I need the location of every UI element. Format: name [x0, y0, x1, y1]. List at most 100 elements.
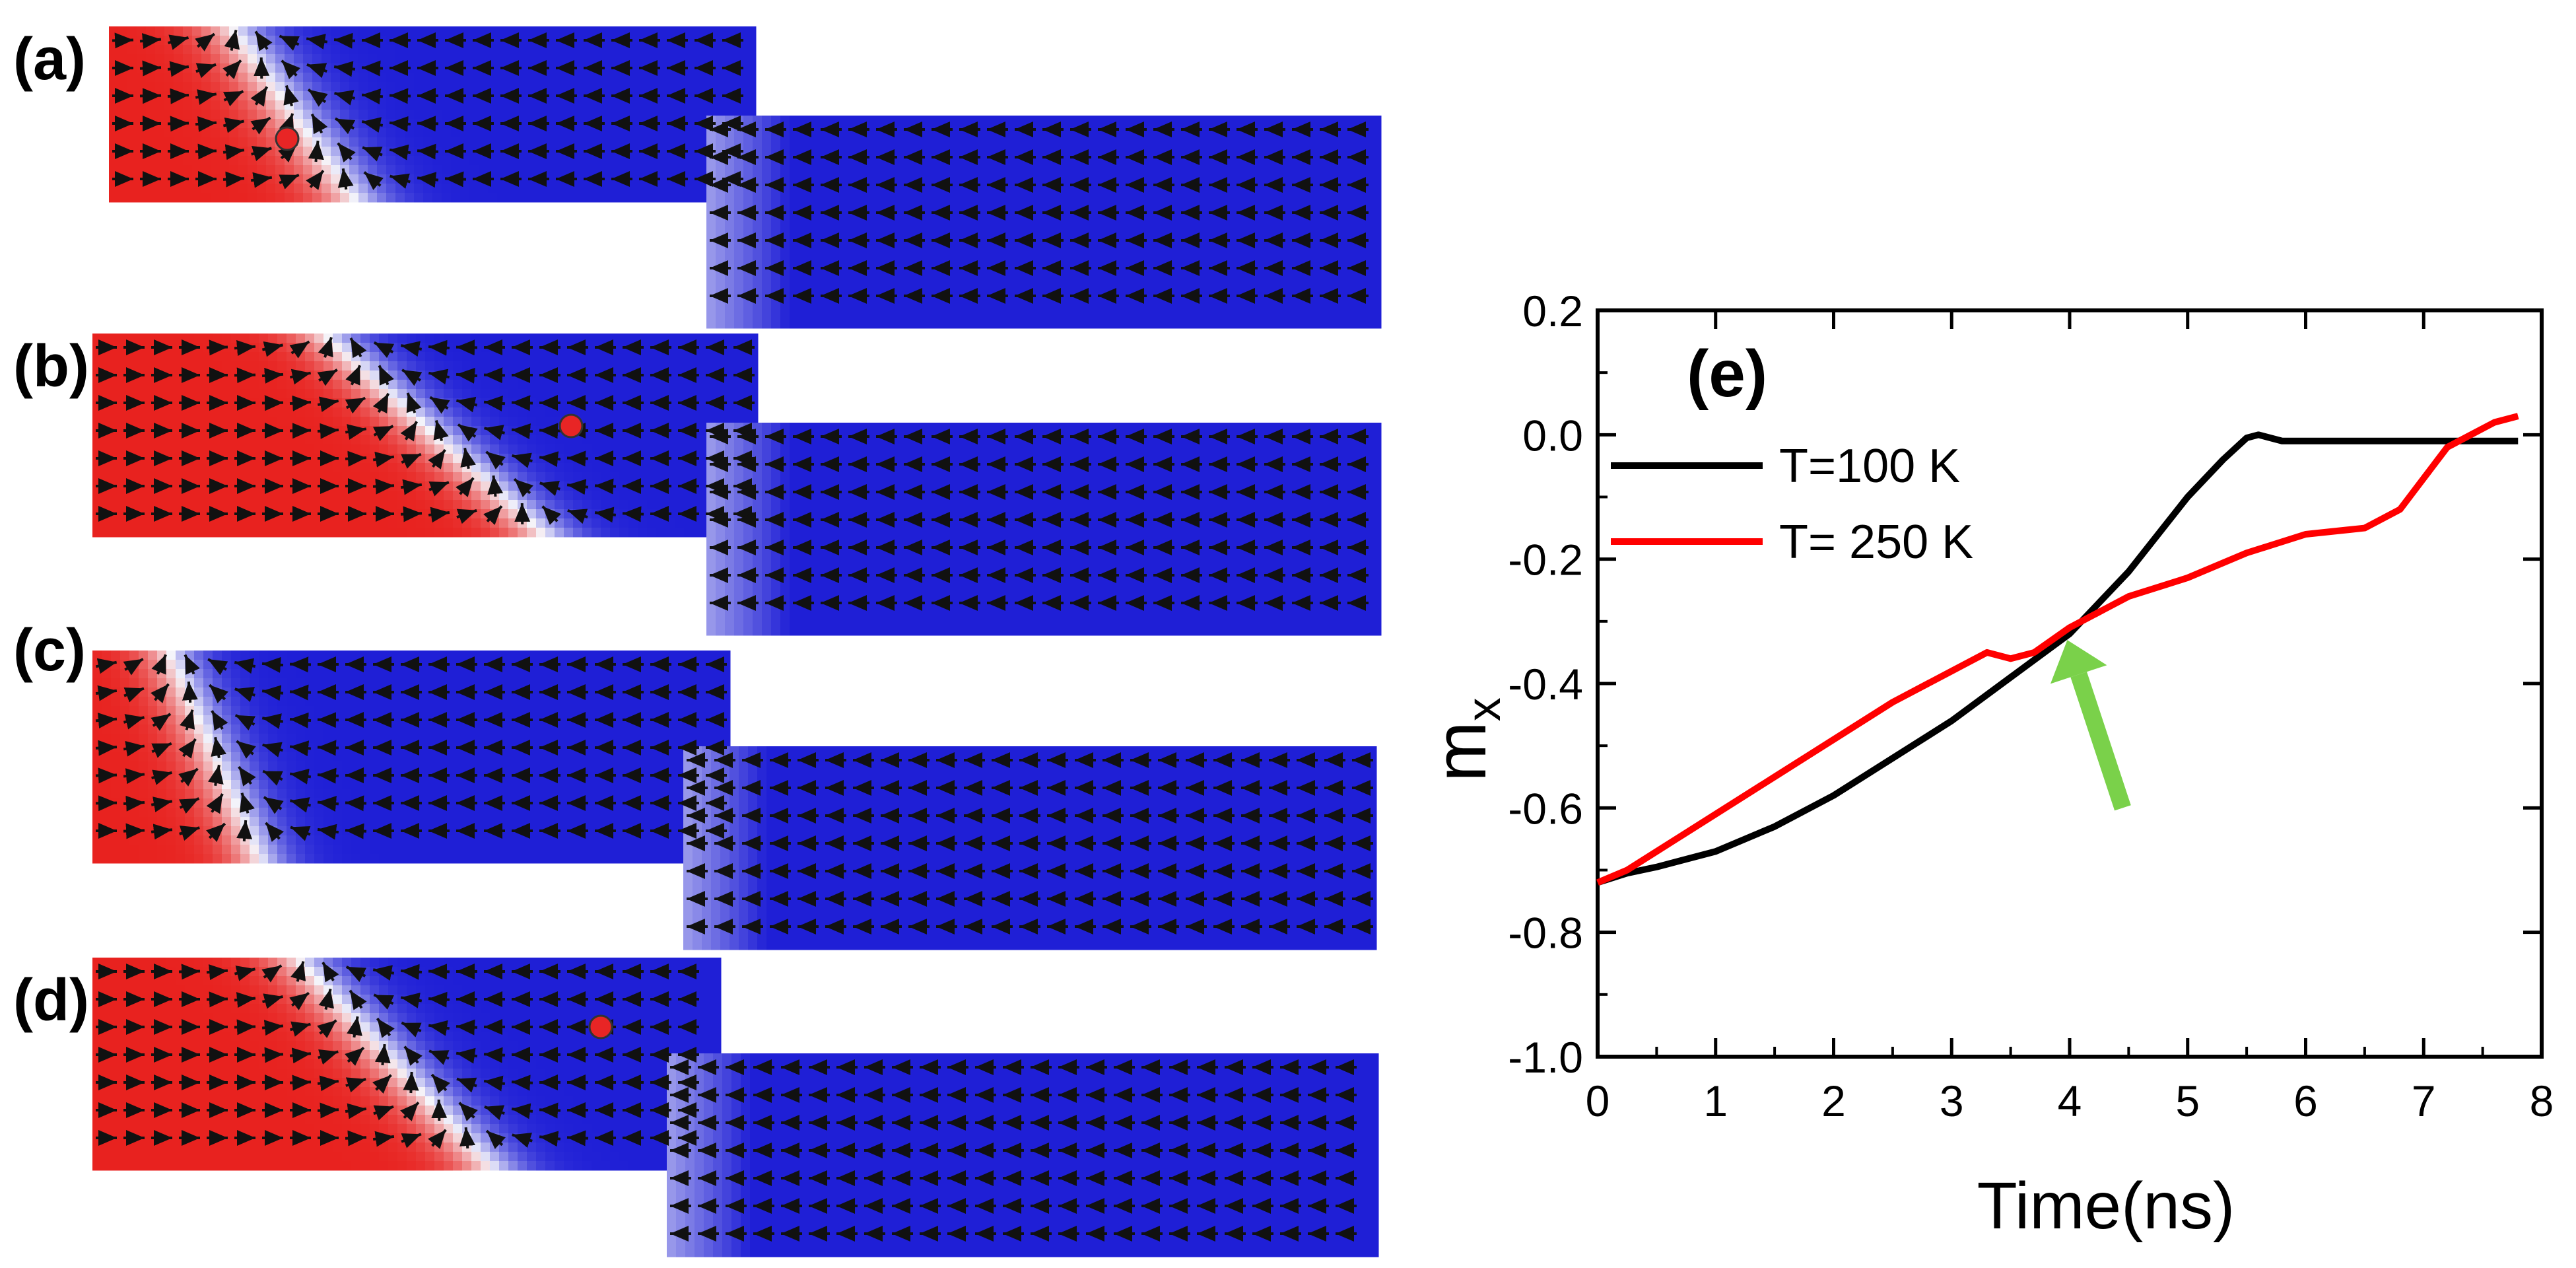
- map-cell: [1187, 273, 1197, 283]
- map-cell: [706, 254, 716, 264]
- map-cell: [388, 380, 398, 390]
- map-cell: [743, 310, 753, 320]
- map-cell: [730, 407, 740, 417]
- map-cell: [545, 361, 555, 371]
- map-cell: [1326, 190, 1336, 199]
- map-cell: [481, 417, 491, 427]
- map-cell: [416, 334, 426, 343]
- map-cell: [1021, 423, 1031, 433]
- map-cell: [1021, 199, 1031, 209]
- map-cell: [617, 156, 627, 166]
- map-cell: [747, 54, 757, 64]
- map-cell: [1344, 190, 1354, 199]
- map-cell: [460, 26, 470, 36]
- map-cell: [827, 116, 836, 125]
- map-cell: [1372, 236, 1382, 246]
- map-cell: [919, 423, 929, 433]
- map-cell: [599, 110, 609, 120]
- map-cell: [571, 184, 581, 194]
- map-cell: [518, 472, 527, 482]
- map-cell: [608, 73, 618, 83]
- map-cell: [146, 82, 156, 92]
- map-cell: [397, 398, 407, 408]
- map-cell: [434, 472, 444, 482]
- map-cell: [137, 128, 147, 138]
- map-cell: [854, 300, 864, 310]
- map-cell: [479, 82, 489, 92]
- map-cell: [1335, 300, 1345, 310]
- map-cell: [488, 165, 498, 175]
- map-cell: [111, 352, 121, 362]
- map-cell: [499, 361, 509, 371]
- map-cell: [827, 217, 836, 227]
- map-cell: [553, 82, 562, 92]
- map-cell: [706, 300, 716, 310]
- map-cell: [1132, 423, 1141, 433]
- map-cell: [545, 463, 555, 473]
- map-cell: [675, 389, 685, 399]
- map-cell: [469, 54, 479, 64]
- map-cell: [185, 435, 195, 445]
- map-cell: [1316, 116, 1326, 125]
- map-cell: [592, 334, 601, 343]
- map-cell: [471, 444, 481, 454]
- map-cell: [527, 472, 537, 482]
- map-cell: [312, 82, 322, 92]
- map-cell: [817, 254, 827, 264]
- map-cell: [663, 184, 673, 194]
- map-cell: [1279, 134, 1289, 144]
- map-cell: [1002, 134, 1012, 144]
- map-cell: [656, 435, 666, 445]
- map-cell: [947, 199, 957, 209]
- map-cell: [1233, 116, 1243, 125]
- map-cell: [882, 162, 892, 172]
- map-cell: [937, 254, 947, 264]
- map-cell: [739, 352, 749, 362]
- map-cell: [490, 444, 500, 454]
- map-cell: [183, 26, 193, 36]
- map-cell: [194, 500, 204, 510]
- map-cell: [601, 352, 611, 362]
- map-cell: [213, 417, 222, 427]
- map-cell: [157, 417, 167, 427]
- map-cell: [1178, 423, 1188, 433]
- map-cell: [432, 165, 442, 175]
- map-cell: [323, 389, 333, 399]
- map-cell: [543, 73, 553, 83]
- map-cell: [1196, 300, 1206, 310]
- map-cell: [725, 245, 735, 255]
- map-cell: [617, 45, 627, 55]
- map-cell: [92, 334, 102, 343]
- map-cell: [534, 165, 544, 175]
- map-cell: [1178, 227, 1188, 236]
- map-cell: [174, 165, 184, 175]
- map-cell: [1252, 116, 1262, 125]
- map-cell: [432, 100, 442, 110]
- map-cell: [444, 454, 454, 464]
- map-cell: [1289, 116, 1299, 125]
- map-cell: [129, 491, 139, 501]
- map-cell: [287, 407, 296, 417]
- map-cell: [873, 254, 883, 264]
- map-cell: [1261, 227, 1271, 236]
- map-cell: [1122, 300, 1132, 310]
- map-cell: [194, 334, 204, 343]
- map-cell: [984, 319, 994, 329]
- map-cell: [183, 45, 193, 55]
- map-cell: [1224, 300, 1234, 310]
- map-cell: [974, 245, 984, 255]
- map-cell: [749, 352, 759, 362]
- map-cell: [405, 110, 415, 120]
- map-cell: [1122, 245, 1132, 255]
- map-cell: [636, 128, 646, 138]
- map-cell: [518, 417, 527, 427]
- map-cell: [1132, 310, 1141, 320]
- map-cell: [1270, 310, 1280, 320]
- map-cell: [174, 184, 184, 194]
- map-cell: [444, 528, 454, 538]
- map-cell: [527, 380, 537, 390]
- map-cell: [213, 444, 222, 454]
- map-cell: [1270, 134, 1280, 144]
- map-cell: [405, 54, 415, 64]
- map-cell: [716, 245, 726, 255]
